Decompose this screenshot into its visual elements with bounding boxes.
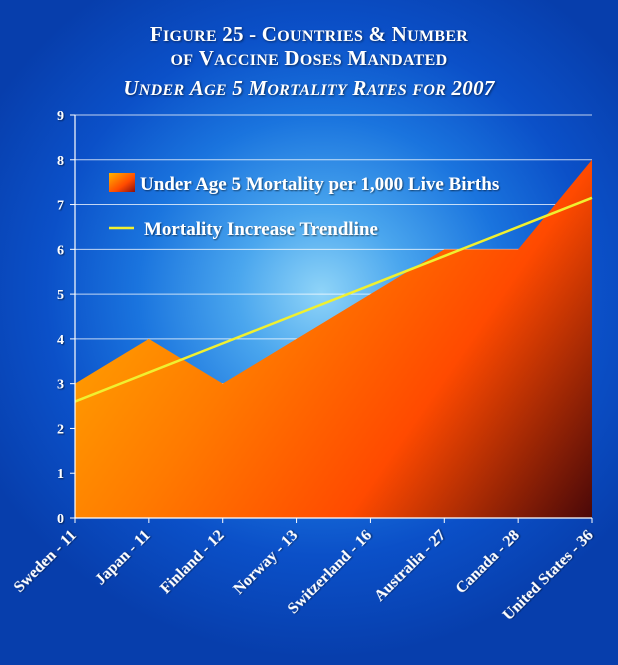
x-tick-labels: Sweden - 11 Japan - 11 Finland - 12 Norway …: [11, 527, 597, 624]
legend-label-trendline: Mortality Increase Trendline: [144, 219, 378, 240]
y-tick-label: 6: [57, 243, 64, 258]
y-tick-label: 2: [57, 422, 64, 437]
y-tick-label: 5: [57, 288, 64, 303]
legend: Under Age 5 Mortality per 1,000 Live Bir…: [109, 173, 499, 240]
trendline-series: [74, 196, 593, 403]
trendline: [74, 196, 593, 403]
y-tick-label: 8: [57, 154, 64, 169]
y-tick-label: 9: [57, 109, 64, 124]
y-tick-label: 7: [57, 199, 64, 214]
chart-title-line-1: FIGURE 25 - COUNTRIES & NUMBER: [149, 22, 469, 46]
x-tick-label: Canada - 28: [452, 527, 522, 597]
x-tick-label: Norway - 13: [230, 527, 301, 598]
chart-subtitle: UNDER AGE 5 MORTALITY RATES FOR 2007: [123, 76, 495, 100]
chart-title-line-2: OF VACCINE DOSES MANDATED: [170, 46, 448, 70]
legend-swatch-area: [109, 173, 135, 192]
y-tick-labels: 0 1 2 3 4 5 6 7 8 9: [57, 109, 64, 527]
x-tick-label: Japan - 11: [92, 527, 154, 589]
x-tick-label: Australia - 27: [371, 527, 449, 605]
x-tick-label: Sweden - 11: [11, 527, 80, 596]
y-tick-label: 1: [57, 467, 64, 482]
axes: [70, 114, 593, 523]
y-tick-label: 3: [57, 378, 64, 393]
y-tick-label: 0: [57, 512, 64, 527]
y-tick-label: 4: [57, 333, 64, 348]
x-tick-label: Finland - 12: [157, 527, 227, 597]
legend-label-area: Under Age 5 Mortality per 1,000 Live Bir…: [140, 174, 499, 195]
